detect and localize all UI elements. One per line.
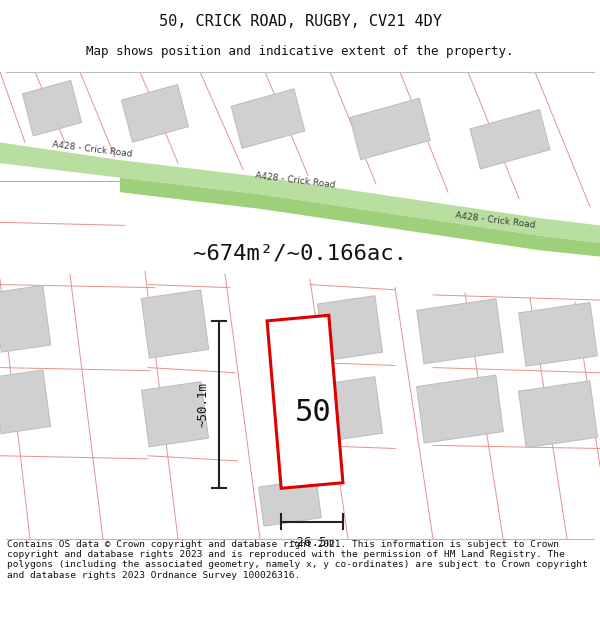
Text: 50: 50 bbox=[295, 398, 331, 427]
Polygon shape bbox=[317, 296, 383, 361]
Text: A428 - Crick Road: A428 - Crick Road bbox=[455, 211, 536, 229]
Text: ~26.5m: ~26.5m bbox=[290, 536, 335, 549]
Text: 50, CRICK ROAD, RUGBY, CV21 4DY: 50, CRICK ROAD, RUGBY, CV21 4DY bbox=[158, 14, 442, 29]
Polygon shape bbox=[518, 381, 598, 448]
Polygon shape bbox=[0, 142, 600, 243]
Polygon shape bbox=[417, 299, 503, 364]
Polygon shape bbox=[22, 81, 82, 136]
Polygon shape bbox=[259, 479, 322, 526]
Polygon shape bbox=[0, 286, 51, 352]
Polygon shape bbox=[416, 375, 503, 443]
Text: Contains OS data © Crown copyright and database right 2021. This information is : Contains OS data © Crown copyright and d… bbox=[7, 539, 588, 580]
Polygon shape bbox=[317, 377, 383, 441]
Text: Map shows position and indicative extent of the property.: Map shows position and indicative extent… bbox=[86, 44, 514, 58]
Polygon shape bbox=[141, 290, 209, 358]
Polygon shape bbox=[231, 89, 305, 148]
Polygon shape bbox=[0, 370, 50, 434]
Polygon shape bbox=[267, 315, 343, 488]
Polygon shape bbox=[122, 84, 188, 142]
Polygon shape bbox=[350, 98, 430, 159]
Polygon shape bbox=[470, 109, 550, 169]
Polygon shape bbox=[519, 302, 597, 366]
Text: ~50.1m: ~50.1m bbox=[196, 382, 209, 427]
Text: ~674m²/~0.166ac.: ~674m²/~0.166ac. bbox=[193, 243, 407, 264]
Text: A428 - Crick Road: A428 - Crick Road bbox=[255, 171, 336, 190]
Polygon shape bbox=[142, 382, 209, 447]
Polygon shape bbox=[120, 177, 600, 256]
Text: A428 - Crick Road: A428 - Crick Road bbox=[52, 140, 133, 159]
